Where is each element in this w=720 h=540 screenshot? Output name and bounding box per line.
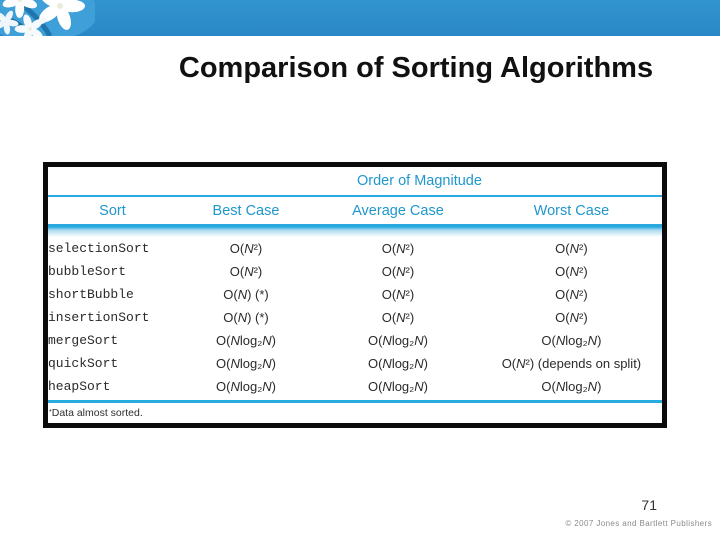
footnote-text: Data almost sorted.	[51, 407, 143, 419]
sort-name: selectionSort	[48, 241, 150, 256]
copyright-text: © 2007 Jones and Bartlett Publishers	[565, 519, 712, 528]
worst-case-value: O(N²)	[555, 310, 588, 325]
best-case-value: O(N²)	[229, 241, 263, 256]
sorting-table-body: selectionSort O(N²) O(N²) O(N²) bubbleSort O(…	[48, 237, 662, 398]
sort-name: insertionSort	[48, 310, 150, 325]
sort-name: quickSort	[48, 356, 119, 371]
worst-case-value: O(N²) (depends on split)	[501, 356, 642, 371]
top-banner	[0, 0, 720, 36]
best-case-value: O(N²)	[229, 264, 263, 279]
table-row: quickSort O(Nlog₂N) O(Nlog₂N) O(N²) (depend…	[48, 352, 662, 375]
worst-case-value: O(N²)	[555, 287, 588, 302]
best-case-value: O(Nlog₂N)	[216, 356, 276, 371]
average-case-value: O(N²)	[381, 287, 415, 302]
best-case-value: O(N) (*)	[223, 310, 269, 325]
average-case-value: O(N²)	[381, 310, 415, 325]
sort-name: mergeSort	[48, 333, 119, 348]
column-header-average-case: Average Case	[352, 202, 444, 219]
table-row: heapSort O(Nlog₂N) O(Nlog₂N) O(Nlog₂N)	[48, 375, 662, 398]
caption-divider	[48, 195, 662, 197]
table-row: shortBubble O(N) (*) O(N²) O(N²)	[48, 283, 662, 306]
average-case-value: O(Nlog₂N)	[367, 379, 428, 394]
table-body: selectionSort O(N²) O(N²) O(N²) bubbleSort O(…	[48, 237, 662, 398]
comparison-table: Order of Magnitude Sort Best Case Averag…	[43, 162, 667, 428]
best-case-value: O(N) (*)	[223, 287, 269, 302]
average-case-value: O(Nlog₂N)	[367, 333, 428, 348]
table-row: mergeSort O(Nlog₂N) O(Nlog₂N) O(Nlog₂N)	[48, 329, 662, 352]
table-footnote: * Data almost sorted.	[49, 407, 143, 419]
page-number: 71	[641, 497, 657, 513]
header-gradient-divider	[48, 224, 662, 237]
column-header-worst-case: Worst Case	[533, 202, 610, 219]
worst-case-value: O(Nlog₂N)	[541, 379, 602, 394]
best-case-value: O(Nlog₂N)	[216, 333, 276, 348]
worst-case-value: O(N²)	[555, 264, 588, 279]
best-case-value: O(Nlog₂N)	[216, 379, 276, 394]
average-case-value: O(N²)	[381, 264, 415, 279]
table-row: bubbleSort O(N²) O(N²) O(N²)	[48, 260, 662, 283]
bottom-divider	[48, 400, 662, 403]
column-header-sort: Sort	[99, 202, 126, 219]
table-row: insertionSort O(N) (*) O(N²) O(N²)	[48, 306, 662, 329]
slide-title: Comparison of Sorting Algorithms	[178, 52, 654, 84]
average-case-value: O(N²)	[381, 241, 415, 256]
table-caption-row: Order of Magnitude	[48, 167, 662, 195]
table-caption: Order of Magnitude	[357, 173, 482, 189]
sorting-table: Sort Best Case Average Case Worst Case	[48, 197, 662, 224]
column-header-best-case: Best Case	[212, 202, 280, 219]
average-case-value: O(Nlog₂N)	[367, 356, 428, 371]
table-row: selectionSort O(N²) O(N²) O(N²)	[48, 237, 662, 260]
worst-case-value: O(N²)	[555, 241, 588, 256]
sort-name: shortBubble	[48, 287, 134, 302]
flower-decoration	[0, 0, 95, 36]
sort-name: bubbleSort	[48, 264, 127, 279]
sort-name: heapSort	[48, 379, 111, 394]
worst-case-value: O(Nlog₂N)	[541, 333, 602, 348]
table-header-row: Sort Best Case Average Case Worst Case	[48, 197, 662, 224]
